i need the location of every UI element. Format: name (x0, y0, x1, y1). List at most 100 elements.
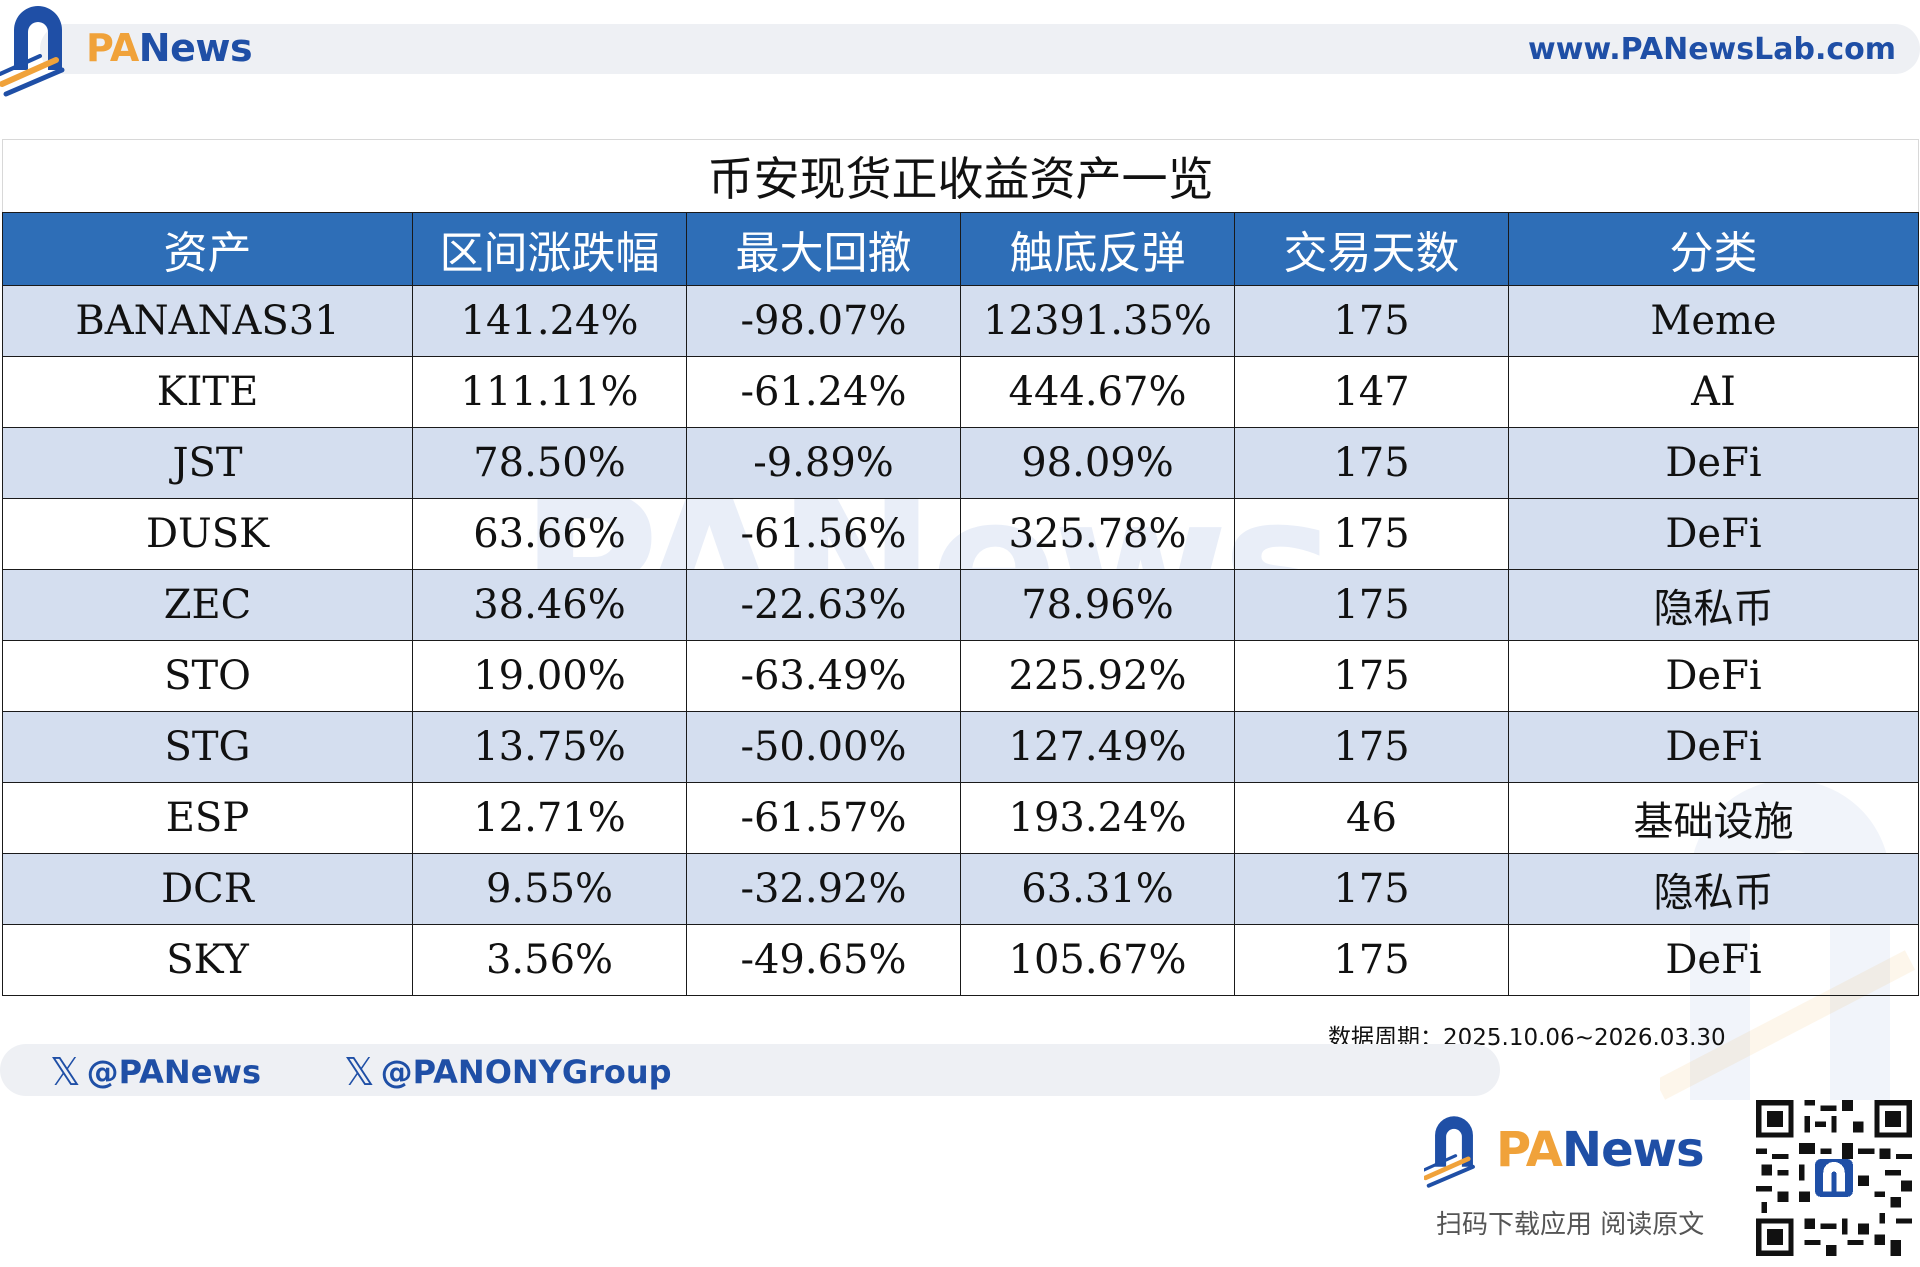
x-icon: 𝕏 (344, 1050, 375, 1094)
col-header-change: 区间涨跌幅 (412, 212, 687, 286)
cell-rebound: 127.49% (960, 711, 1235, 783)
social-handle-panonygroup: @PANONYGroup (380, 1053, 672, 1091)
cell-change: 38.46% (412, 569, 687, 641)
cell-category: 隐私币 (1508, 853, 1919, 925)
table-title-row: 币安现货正收益资产一览 (2, 139, 1919, 213)
cell-drawdown: -61.24% (686, 356, 961, 428)
cell-rebound: 105.67% (960, 924, 1235, 996)
col-header-asset: 资产 (2, 212, 413, 286)
cell-change: 63.66% (412, 498, 687, 570)
table-row: DUSK 63.66% -61.56% 325.78% 175 DeFi (2, 498, 1919, 570)
footer-logo-text[interactable]: PANews (1496, 1122, 1705, 1178)
cell-category: DeFi (1508, 640, 1919, 712)
cell-rebound: 193.24% (960, 782, 1235, 854)
cell-rebound: 63.31% (960, 853, 1235, 925)
table-row: JST 78.50% -9.89% 98.09% 175 DeFi (2, 427, 1919, 499)
logo-text-news: News (1561, 1122, 1705, 1178)
cell-change: 19.00% (412, 640, 687, 712)
cell-drawdown: -50.00% (686, 711, 961, 783)
cell-days: 175 (1234, 711, 1509, 783)
cell-asset: SKY (2, 924, 413, 996)
cell-category: AI (1508, 356, 1919, 428)
cell-asset: ESP (2, 782, 413, 854)
social-link-panonygroup[interactable]: 𝕏 @PANONYGroup (344, 1050, 672, 1094)
cell-category: 基础设施 (1508, 782, 1919, 854)
table-row: DCR 9.55% -32.92% 63.31% 175 隐私币 (2, 853, 1919, 925)
cell-category: DeFi (1508, 711, 1919, 783)
cell-rebound: 325.78% (960, 498, 1235, 570)
assets-table-container: 币安现货正收益资产一览 资产 区间涨跌幅 最大回撤 触底反弹 交易天数 分类 B… (2, 139, 1919, 996)
cell-rebound: 12391.35% (960, 285, 1235, 357)
table-header-row: 资产 区间涨跌幅 最大回撤 触底反弹 交易天数 分类 (2, 212, 1919, 286)
cell-asset: ZEC (2, 569, 413, 641)
cell-drawdown: -49.65% (686, 924, 961, 996)
table-title: 币安现货正收益资产一览 (2, 139, 1919, 213)
cell-rebound: 98.09% (960, 427, 1235, 499)
cell-asset: JST (2, 427, 413, 499)
cell-rebound: 444.67% (960, 356, 1235, 428)
cell-asset: DUSK (2, 498, 413, 570)
header-logo-text[interactable]: PANews (86, 26, 253, 70)
cell-days: 147 (1234, 356, 1509, 428)
logo-text-pa: PA (86, 26, 139, 70)
cell-asset: STO (2, 640, 413, 712)
col-header-days: 交易天数 (1234, 212, 1509, 286)
download-app-text: 扫码下载应用 阅读原文 (1436, 1210, 1705, 1240)
cell-category: DeFi (1508, 498, 1919, 570)
table-row: ZEC 38.46% -22.63% 78.96% 175 隐私币 (2, 569, 1919, 641)
header-band (40, 24, 1920, 74)
cell-days: 175 (1234, 498, 1509, 570)
cell-rebound: 225.92% (960, 640, 1235, 712)
cell-change: 111.11% (412, 356, 687, 428)
col-header-rebound: 触底反弹 (960, 212, 1235, 286)
site-url-link[interactable]: www.PANewsLab.com (1528, 32, 1896, 67)
cell-drawdown: -9.89% (686, 427, 961, 499)
table-row: SKY 3.56% -49.65% 105.67% 175 DeFi (2, 924, 1919, 996)
cell-rebound: 78.96% (960, 569, 1235, 641)
col-header-category: 分类 (1508, 212, 1919, 286)
cell-asset: DCR (2, 853, 413, 925)
cell-drawdown: -98.07% (686, 285, 961, 357)
qr-code-icon[interactable] (1756, 1100, 1912, 1256)
cell-category: DeFi (1508, 924, 1919, 996)
cell-category: Meme (1508, 285, 1919, 357)
cell-drawdown: -32.92% (686, 853, 961, 925)
cell-change: 12.71% (412, 782, 687, 854)
cell-change: 141.24% (412, 285, 687, 357)
cell-change: 9.55% (412, 853, 687, 925)
cell-days: 175 (1234, 285, 1509, 357)
cell-days: 46 (1234, 782, 1509, 854)
social-handle-panews: @PANews (86, 1053, 261, 1091)
cell-asset: STG (2, 711, 413, 783)
social-link-panews[interactable]: 𝕏 @PANews (50, 1050, 261, 1094)
cell-change: 13.75% (412, 711, 687, 783)
cell-days: 175 (1234, 853, 1509, 925)
social-band (0, 1044, 1500, 1096)
cell-asset: KITE (2, 356, 413, 428)
cell-asset: BANANAS31 (2, 285, 413, 357)
table-row: BANANAS31 141.24% -98.07% 12391.35% 175 … (2, 285, 1919, 357)
table-row: ESP 12.71% -61.57% 193.24% 46 基础设施 (2, 782, 1919, 854)
panews-logo-icon (1424, 1116, 1475, 1188)
cell-days: 175 (1234, 427, 1509, 499)
logo-text-pa: PA (1496, 1122, 1563, 1178)
cell-days: 175 (1234, 569, 1509, 641)
cell-category: DeFi (1508, 427, 1919, 499)
logo-text-news: News (138, 26, 253, 70)
x-icon: 𝕏 (50, 1050, 81, 1094)
cell-drawdown: -61.56% (686, 498, 961, 570)
table-row: STG 13.75% -50.00% 127.49% 175 DeFi (2, 711, 1919, 783)
table-row: STO 19.00% -63.49% 225.92% 175 DeFi (2, 640, 1919, 712)
panews-logo-icon (0, 6, 65, 97)
cell-change: 78.50% (412, 427, 687, 499)
table-row: KITE 111.11% -61.24% 444.67% 147 AI (2, 356, 1919, 428)
cell-days: 175 (1234, 924, 1509, 996)
cell-drawdown: -61.57% (686, 782, 961, 854)
cell-drawdown: -22.63% (686, 569, 961, 641)
col-header-drawdown: 最大回撤 (686, 212, 961, 286)
cell-change: 3.56% (412, 924, 687, 996)
assets-table: 币安现货正收益资产一览 资产 区间涨跌幅 最大回撤 触底反弹 交易天数 分类 B… (2, 139, 1919, 996)
cell-days: 175 (1234, 640, 1509, 712)
cell-drawdown: -63.49% (686, 640, 961, 712)
cell-category: 隐私币 (1508, 569, 1919, 641)
